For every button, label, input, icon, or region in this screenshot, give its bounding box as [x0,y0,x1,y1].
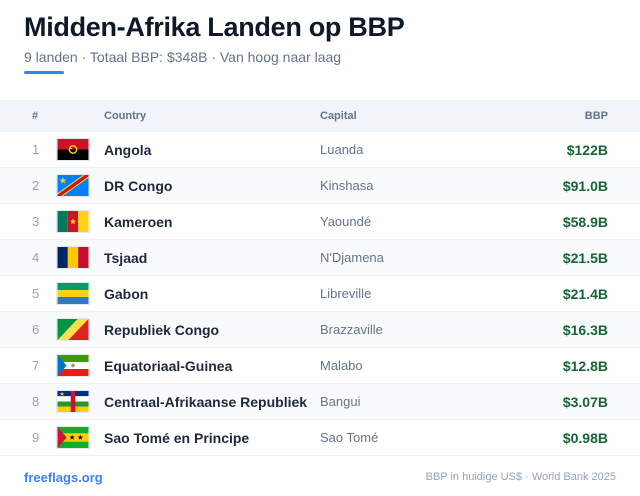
table-row: 8 Centraal-Afrikaanse Republiek Bangui $… [0,384,640,420]
angola-flag-icon [56,138,104,161]
row-bbp: $0.98B [562,429,608,446]
row-capital: Kinshasa [320,178,374,193]
dr-congo-flag-icon [56,174,104,197]
table-row: 5 Gabon Libreville $21.4B [0,276,640,312]
chad-flag-icon [56,246,104,269]
source-link[interactable]: freeflags.org [24,470,103,485]
page-title: Midden-Afrika Landen op BBP [24,12,405,42]
row-capital: Malabo [320,358,363,373]
table-row: 9 Sao Tomé en Principe Sao Tomé $0.98B [0,420,640,456]
row-capital: Brazzaville [320,322,383,337]
header-bbp: BBP [584,110,608,122]
cameroon-flag-icon [56,210,104,233]
row-capital: Sao Tomé [320,430,379,445]
country-table: # Country Capital BBP 1 Angola Luanda $1… [0,100,640,456]
row-bbp: $21.5B [562,249,608,266]
row-capital: N'Djamena [320,250,384,265]
row-num: 6 [32,322,40,337]
row-country: Centraal-Afrikaanse Republiek [104,393,308,410]
table-header: # Country Capital BBP [0,100,640,132]
header-country: Country [104,110,147,122]
table-row: 7 Equatoriaal-Guinea Malabo $12.8B [0,348,640,384]
title-accent-bar [24,71,64,74]
row-num: 2 [32,178,40,193]
row-num: 1 [32,142,40,157]
row-bbp: $91.0B [562,177,608,194]
row-country: Angola [104,141,152,158]
row-bbp: $12.8B [562,357,608,374]
row-country: Republiek Congo [104,321,220,338]
row-country: DR Congo [104,177,173,194]
row-num: 4 [32,250,40,265]
table-row: 3 Kameroen Yaoundé $58.9B [0,204,640,240]
row-bbp: $122B [566,141,608,158]
row-capital: Libreville [320,286,372,301]
equatorial-guinea-flag-icon [56,354,104,377]
row-bbp: $16.3B [562,321,608,338]
table-row: 2 DR Congo Kinshasa $91.0B [0,168,640,204]
row-num: 7 [32,358,40,373]
header-num: # [32,110,39,122]
row-bbp: $58.9B [562,213,608,230]
footer-note: BBP in huidige US$ · World Bank 2025 [425,471,616,483]
row-capital: Luanda [320,142,364,157]
row-num: 8 [32,394,40,409]
table-row: 6 Republiek Congo Brazzaville $16.3B [0,312,640,348]
row-country: Equatoriaal-Guinea [104,357,233,374]
gabon-flag-icon [56,282,104,305]
table-row: 4 Tsjaad N'Djamena $21.5B [0,240,640,276]
row-country: Sao Tomé en Principe [104,429,250,446]
row-num: 3 [32,214,40,229]
page-subtitle: 9 landen · Totaal BBP: $348B · Van hoog … [24,49,342,65]
car-flag-icon [56,390,104,413]
congo-flag-icon [56,318,104,341]
row-bbp: $3.07B [562,393,608,410]
header-capital: Capital [320,110,357,122]
row-bbp: $21.4B [562,285,608,302]
row-num: 9 [32,430,40,445]
row-country: Kameroen [104,213,173,230]
sao-tome-flag-icon [56,426,104,449]
row-country: Tsjaad [104,249,148,266]
row-country: Gabon [104,285,149,302]
row-capital: Yaoundé [320,214,372,229]
table-row: 1 Angola Luanda $122B [0,132,640,168]
row-num: 5 [32,286,40,301]
row-capital: Bangui [320,394,361,409]
